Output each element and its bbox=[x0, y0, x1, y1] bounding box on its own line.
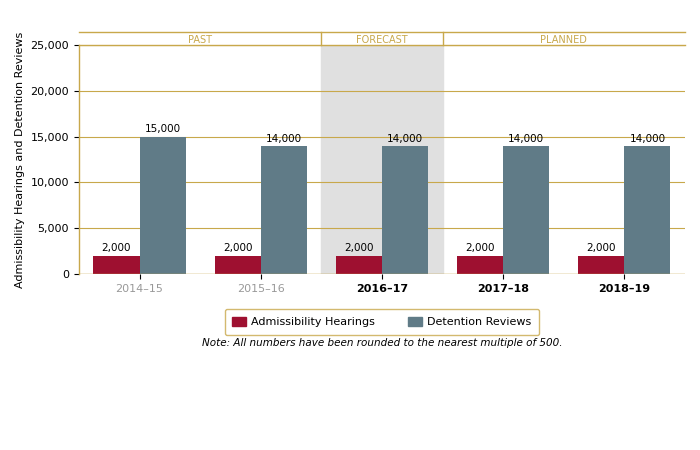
Legend: Admissibility Hearings, Detention Reviews: Admissibility Hearings, Detention Review… bbox=[225, 309, 539, 335]
Text: 15,000: 15,000 bbox=[144, 125, 181, 135]
Bar bbox=[139, 137, 186, 274]
Text: PAST: PAST bbox=[188, 36, 212, 45]
Bar bbox=[503, 146, 550, 274]
Bar bbox=[624, 146, 671, 274]
Bar bbox=[382, 146, 428, 274]
Text: 14,000: 14,000 bbox=[387, 134, 423, 144]
Bar bbox=[260, 146, 307, 274]
Bar bbox=[578, 256, 624, 274]
Text: Note: All numbers have been rounded to the nearest multiple of 500.: Note: All numbers have been rounded to t… bbox=[202, 338, 562, 348]
Text: 2,000: 2,000 bbox=[223, 243, 253, 253]
Text: 2,000: 2,000 bbox=[587, 243, 616, 253]
Text: 2,000: 2,000 bbox=[102, 243, 131, 253]
Text: 2,000: 2,000 bbox=[466, 243, 495, 253]
Y-axis label: Admissibility Hearings and Detention Reviews: Admissibility Hearings and Detention Rev… bbox=[15, 32, 25, 288]
Bar bbox=[215, 256, 260, 274]
Bar bbox=[457, 256, 503, 274]
Text: FORECAST: FORECAST bbox=[356, 36, 408, 45]
Text: 2,000: 2,000 bbox=[344, 243, 374, 253]
Bar bbox=[336, 256, 382, 274]
Text: 14,000: 14,000 bbox=[266, 134, 302, 144]
Text: PLANNED: PLANNED bbox=[540, 36, 587, 45]
Text: 14,000: 14,000 bbox=[629, 134, 666, 144]
Bar bbox=[93, 256, 139, 274]
Text: 14,000: 14,000 bbox=[508, 134, 545, 144]
Bar bbox=[321, 45, 442, 274]
